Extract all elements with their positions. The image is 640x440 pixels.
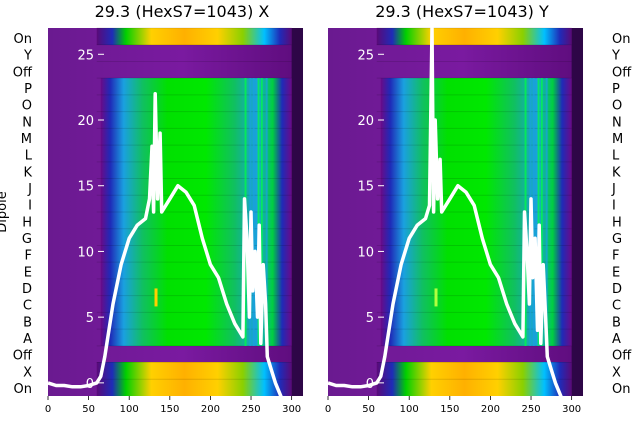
y-category-label: K bbox=[612, 165, 621, 180]
y-category-label: On bbox=[612, 382, 630, 397]
y-category-label: G bbox=[612, 232, 622, 247]
x-tick-label: 250 bbox=[241, 404, 260, 415]
y-category-label: Off bbox=[612, 65, 632, 80]
heatmap-edge-white bbox=[583, 28, 596, 396]
x-tick-label: 0 bbox=[45, 404, 51, 415]
y-category-label: X bbox=[23, 365, 32, 380]
heatmap-stripe bbox=[540, 78, 543, 346]
y-category-label: C bbox=[23, 299, 32, 314]
y-category-label: On bbox=[14, 32, 32, 47]
overlay-y-tick-label: 5 bbox=[86, 311, 94, 326]
y-category-label: F bbox=[612, 249, 619, 264]
heatmap-band-top bbox=[376, 28, 572, 45]
y-category-label: N bbox=[22, 115, 32, 130]
y-category-label: O bbox=[612, 99, 622, 114]
y-category-label: G bbox=[22, 232, 32, 247]
y-category-label: Off bbox=[612, 349, 632, 364]
x-tick-label: 100 bbox=[400, 404, 419, 415]
x-tick-label: 250 bbox=[521, 404, 540, 415]
heatmap-band-bottom bbox=[96, 362, 292, 396]
heatmap-band-top bbox=[96, 28, 292, 45]
heatmap-stripe bbox=[265, 78, 268, 346]
y-category-label: K bbox=[23, 165, 32, 180]
y-category-label: H bbox=[612, 215, 622, 230]
y-category-label: M bbox=[21, 132, 32, 147]
y-category-label: B bbox=[612, 315, 621, 330]
y-category-label: C bbox=[612, 299, 621, 314]
heatmap-stripe bbox=[545, 78, 548, 346]
y-category-label: E bbox=[24, 265, 32, 280]
x-tick-label: 200 bbox=[481, 404, 500, 415]
heatmap-stripe bbox=[257, 78, 260, 346]
chart-title: 29.3 (HexS7=1043) Y bbox=[375, 2, 549, 21]
y-category-label: On bbox=[612, 32, 630, 47]
y-category-label: A bbox=[23, 332, 32, 347]
overlay-y-tick-label: 10 bbox=[77, 245, 94, 260]
heatmap-stripe bbox=[252, 78, 255, 346]
overlay-y-tick-label: 5 bbox=[366, 311, 374, 326]
highlight-mark bbox=[434, 288, 438, 307]
x-tick-label: 150 bbox=[440, 404, 459, 415]
heatmap-stripe bbox=[537, 78, 540, 346]
y-category-label: D bbox=[22, 282, 32, 297]
x-tick-label: 150 bbox=[160, 404, 179, 415]
heatmap-edge-dark bbox=[291, 28, 304, 396]
x-tick-label: 50 bbox=[362, 404, 375, 415]
y-category-label: X bbox=[612, 365, 621, 380]
chart-panel-x: 29.3 (HexS7=1043) X 0 50 100 150 200 250 300 0 5 1… bbox=[0, 2, 316, 415]
chart-panel-y: 29.3 (HexS7=1043) Y 0 50 100 150 200 250 300 0 5 1… bbox=[325, 2, 632, 415]
x-tick-label: 200 bbox=[201, 404, 220, 415]
heatmap-edge-white bbox=[303, 28, 316, 396]
overlay-y-tick-label: 0 bbox=[86, 377, 94, 392]
y-category-label: Y bbox=[611, 49, 620, 64]
x-tick-label: 300 bbox=[562, 404, 581, 415]
y-category-label: Y bbox=[23, 49, 32, 64]
y-axis-label: Dipole bbox=[0, 191, 10, 232]
y-category-label: On bbox=[14, 382, 32, 397]
y-category-label: P bbox=[612, 82, 620, 97]
y-category-label: I bbox=[28, 199, 32, 214]
y-category-label: D bbox=[612, 282, 622, 297]
y-category-label: J bbox=[611, 182, 616, 197]
heatmap-stripe bbox=[260, 78, 263, 346]
y-category-label: A bbox=[612, 332, 621, 347]
overlay-line-series bbox=[327, 26, 588, 411]
x-tick-label: 0 bbox=[325, 404, 331, 415]
overlay-y-tick-label: 10 bbox=[357, 245, 374, 260]
y-category-label: Off bbox=[13, 65, 33, 80]
y-category-label: B bbox=[23, 315, 32, 330]
y-category-label: N bbox=[612, 115, 622, 130]
overlay-line-series bbox=[47, 91, 308, 411]
x-tick-label: 300 bbox=[282, 404, 301, 415]
heatmap-band-bottom bbox=[376, 362, 572, 396]
overlay-y-tick-label: 25 bbox=[357, 48, 374, 63]
x-tick-label: 50 bbox=[82, 404, 95, 415]
overlay-y-tick-label: 20 bbox=[357, 114, 374, 129]
overlay-y-tick-label: 15 bbox=[357, 180, 374, 195]
overlay-y-tick-label: 0 bbox=[366, 377, 374, 392]
y-category-label: I bbox=[612, 199, 616, 214]
y-category-label: O bbox=[22, 99, 32, 114]
overlay-y-tick-label: 15 bbox=[77, 180, 94, 195]
chart-title: 29.3 (HexS7=1043) X bbox=[95, 2, 270, 21]
overlay-y-tick-label: 25 bbox=[77, 48, 94, 63]
y-category-label: L bbox=[25, 149, 33, 164]
y-category-label: Off bbox=[13, 349, 33, 364]
x-tick-label: 100 bbox=[120, 404, 139, 415]
y-category-label: P bbox=[24, 82, 32, 97]
y-category-label: L bbox=[612, 149, 620, 164]
overlay-y-tick-label: 20 bbox=[77, 114, 94, 129]
heatmap-edge-dark bbox=[571, 28, 584, 396]
y-category-label: H bbox=[22, 215, 32, 230]
y-category-label: E bbox=[612, 265, 620, 280]
y-category-label: F bbox=[25, 249, 32, 264]
highlight-mark bbox=[154, 288, 158, 307]
y-category-label: J bbox=[27, 182, 32, 197]
y-category-label: M bbox=[612, 132, 623, 147]
heatmap-stripe bbox=[532, 78, 535, 346]
